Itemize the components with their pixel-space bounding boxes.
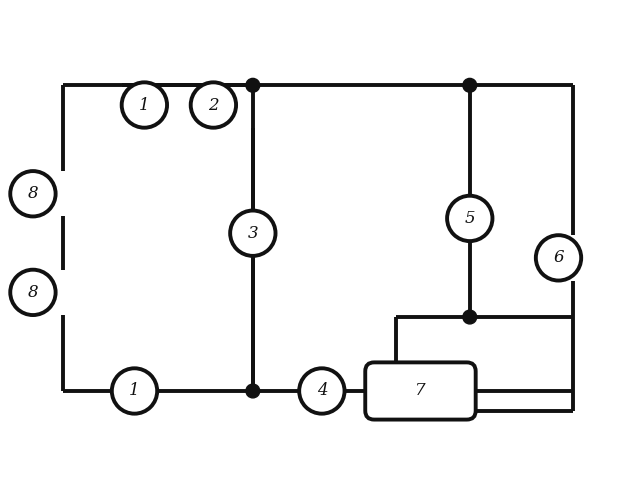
Text: 8: 8 xyxy=(27,186,38,202)
Circle shape xyxy=(246,78,260,92)
Text: 3: 3 xyxy=(248,225,258,242)
Circle shape xyxy=(10,171,56,216)
Text: 4: 4 xyxy=(316,382,327,399)
Text: 5: 5 xyxy=(464,210,475,227)
Circle shape xyxy=(536,235,581,281)
Circle shape xyxy=(246,384,260,398)
Text: 8: 8 xyxy=(27,284,38,301)
Text: 7: 7 xyxy=(415,382,426,399)
Text: 1: 1 xyxy=(139,97,150,114)
Circle shape xyxy=(299,369,344,414)
Circle shape xyxy=(122,82,167,127)
Circle shape xyxy=(191,82,236,127)
Circle shape xyxy=(463,310,477,324)
Circle shape xyxy=(112,369,157,414)
Circle shape xyxy=(463,78,477,92)
Text: 6: 6 xyxy=(553,249,564,266)
Text: 2: 2 xyxy=(208,97,218,114)
FancyBboxPatch shape xyxy=(365,363,475,420)
Text: 1: 1 xyxy=(129,382,140,399)
Circle shape xyxy=(447,196,492,241)
Circle shape xyxy=(10,270,56,315)
Circle shape xyxy=(230,210,276,256)
